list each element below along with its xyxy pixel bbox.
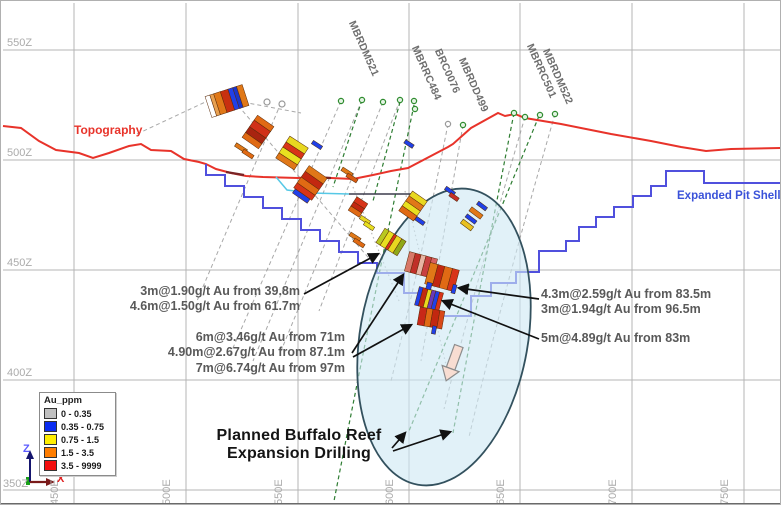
- plunge-direction-arrow-icon: [441, 343, 464, 382]
- e-axis-label-600: 600E: [384, 479, 396, 505]
- triad-x-label: X: [57, 473, 65, 485]
- assay-line: 4.6m@1.50g/t Au from 61.7m: [129, 299, 300, 314]
- legend-swatch-icon: [44, 408, 57, 419]
- assay-interval-cylinder: [241, 114, 275, 150]
- assay-interval-cylinders: [204, 84, 460, 330]
- axis-triad: [26, 450, 55, 486]
- assay-line: 5m@4.89g/t Au from 83m: [541, 331, 691, 345]
- assay-line: 6m@3.46g/t Au from 71m: [195, 330, 345, 344]
- legend-item: 0.35 - 0.75: [44, 420, 112, 433]
- planned-caption-line1: Planned Buffalo Reef: [216, 427, 382, 444]
- expansion-target-ellipse: [356, 187, 532, 487]
- assay-line: 4.3m@2.59g/t Au from 83.5m: [541, 287, 712, 301]
- legend-swatch-icon: [44, 434, 57, 445]
- legend-swatch-icon: [44, 460, 57, 471]
- assay-line: 7m@6.74g/t Au from 97m: [195, 360, 345, 375]
- e-axis-label-500: 500E: [161, 479, 173, 505]
- assay-interval-cylinder: [292, 165, 328, 204]
- assay-annotation-upper-left: 3m@1.90g/t Au from 39.8m 4.6m@1.50g/t Au…: [120, 284, 300, 315]
- expanded-pit-shell-label: Expanded Pit Shell: [677, 190, 781, 202]
- z-axis-label-350: 350Z: [3, 478, 29, 490]
- figure-bottom-edge: [1, 503, 780, 504]
- planned-drilling-caption: Planned Buffalo Reef Expansion Drilling: [201, 427, 397, 463]
- legend-swatch-icon: [44, 447, 57, 458]
- z-axis-label-450: 450Z: [7, 257, 33, 269]
- e-axis-label-750: 750E: [719, 479, 731, 505]
- au-ppm-legend: Au_ppm 0 - 0.35 0.35 - 0.75 0.75 - 1.5 1…: [39, 392, 116, 476]
- legend-item: 0.75 - 1.5: [44, 433, 112, 446]
- e-axis-label-700: 700E: [607, 479, 619, 505]
- assay-line: 4.90m@2.67g/t Au from 87.1m: [167, 345, 345, 360]
- assay-annotation-right-b: 5m@4.89g/t Au from 83m: [541, 331, 690, 346]
- triad-z-label: Z: [23, 443, 30, 455]
- planned-caption-line2: Expansion Drilling: [226, 444, 372, 462]
- legend-item: 0 - 0.35: [44, 407, 112, 420]
- z-axis-label-500: 500Z: [7, 147, 33, 159]
- assay-annotation-mid-left: 6m@3.46g/t Au from 71m 4.90m@2.67g/t Au …: [155, 330, 345, 376]
- topography-label: Topography: [74, 123, 143, 137]
- legend-item: 1.5 - 3.5: [44, 446, 112, 459]
- assay-line: 3m@1.94g/t Au from 96.5m: [541, 302, 701, 317]
- triad-y-axis-icon: [26, 477, 30, 485]
- e-axis-label-550: 550E: [273, 479, 285, 505]
- e-axis-label-650: 650E: [495, 479, 507, 505]
- assay-annotation-right-a: 4.3m@2.59g/t Au from 83.5m 3m@1.94g/t Au…: [541, 287, 711, 318]
- legend-item-label: 3.5 - 9999: [61, 460, 102, 471]
- legend-title: Au_ppm: [44, 395, 82, 406]
- legend-item-label: 0.75 - 1.5: [61, 434, 100, 445]
- legend-item-label: 0 - 0.35: [61, 408, 92, 419]
- z-axis-label-550: 550Z: [7, 37, 33, 49]
- drill-collars: [263, 96, 559, 129]
- assay-interval-cylinder: [398, 190, 428, 222]
- legend-item-label: 1.5 - 3.5: [61, 447, 95, 458]
- assay-interval-cylinder: [275, 135, 309, 171]
- legend-item-label: 0.35 - 0.75: [61, 421, 105, 432]
- assay-interval-disks: [234, 139, 488, 335]
- assay-interval-cylinder: [204, 84, 250, 118]
- legend-item: 3.5 - 9999: [44, 459, 112, 472]
- assay-interval-cylinder: [347, 196, 369, 218]
- legend-swatch-icon: [44, 421, 57, 432]
- assay-line: 3m@1.90g/t Au from 39.8m: [140, 284, 300, 298]
- annotation-arrows: [303, 252, 540, 452]
- assay-interval-cylinder: [416, 306, 446, 330]
- z-axis-label-400: 400Z: [7, 367, 33, 379]
- grid-lines: [3, 3, 780, 503]
- assay-interval-cylinder: [375, 227, 407, 257]
